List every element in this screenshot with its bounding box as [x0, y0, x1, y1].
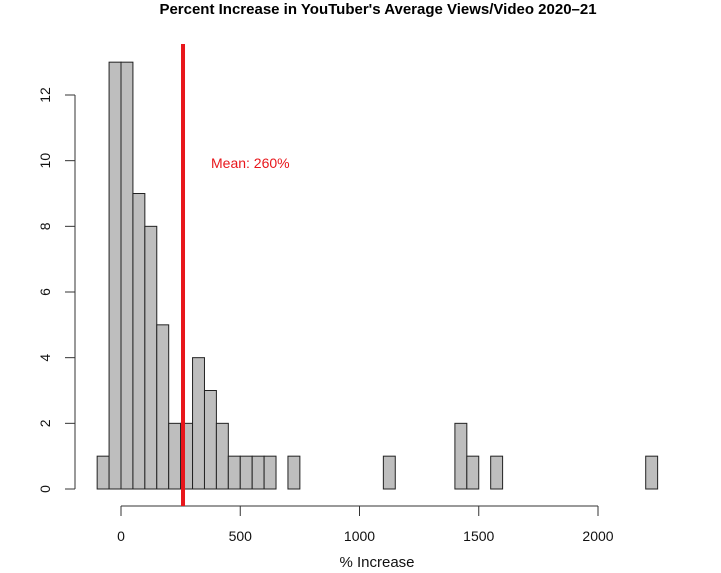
- histogram-bar: [156, 324, 170, 490]
- x-tick-label: 2000: [582, 528, 613, 544]
- x-tick-label: 0: [117, 528, 125, 544]
- x-tick-label: 1000: [344, 528, 375, 544]
- histogram-bar: [144, 225, 158, 490]
- y-tick-label: 6: [37, 288, 53, 296]
- histogram-bar: [168, 422, 182, 490]
- histogram-bar: [382, 455, 396, 490]
- histogram-bar: [108, 61, 122, 490]
- histogram-bar: [239, 455, 253, 490]
- x-tick-label: 500: [229, 528, 253, 544]
- histogram-bar: [120, 61, 134, 490]
- y-tick-label: 10: [37, 153, 53, 169]
- histogram-bar: [215, 422, 229, 490]
- y-tick-label: 2: [37, 419, 53, 427]
- histogram-bar: [287, 455, 301, 490]
- histogram-bar: [227, 455, 241, 490]
- y-tick-label: 4: [37, 354, 53, 362]
- histogram-bar: [645, 455, 659, 490]
- histogram-bar: [132, 193, 146, 490]
- histogram-bar: [466, 455, 480, 490]
- histogram-bar: [490, 455, 504, 490]
- mean-label: Mean: 260%: [211, 155, 290, 171]
- histogram-bar: [454, 422, 468, 490]
- x-axis-label: % Increase: [339, 554, 414, 571]
- y-tick-label: 0: [37, 485, 53, 493]
- y-tick-label: 8: [37, 222, 53, 230]
- histogram-bar: [96, 455, 110, 490]
- x-tick-label: 1500: [463, 528, 494, 544]
- histogram-bar: [263, 455, 277, 490]
- histogram-bar: [251, 455, 265, 490]
- chart-title: Percent Increase in YouTuber's Average V…: [159, 1, 596, 18]
- histogram-bar: [203, 390, 217, 490]
- histogram-bar: [192, 357, 205, 490]
- y-tick-label: 12: [37, 87, 53, 103]
